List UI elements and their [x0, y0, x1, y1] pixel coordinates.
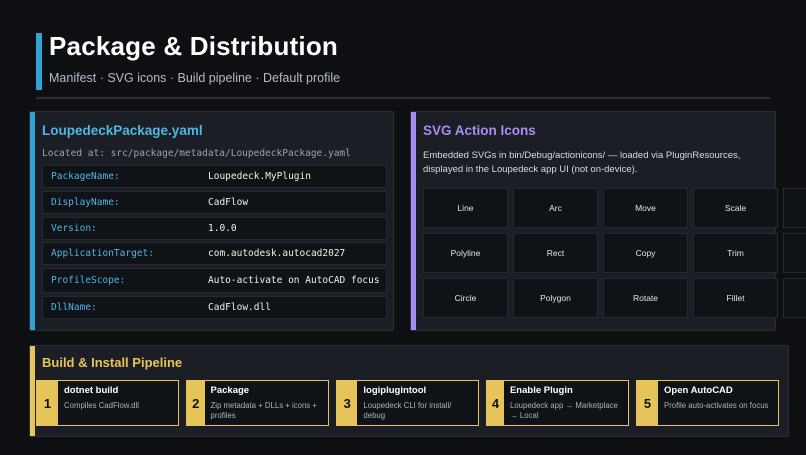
manifest-heading: LoupedeckPackage.yaml: [42, 123, 203, 138]
pipeline-step: 4 Enable Plugin Loupedeck app → Marketpl…: [486, 380, 629, 426]
icons-description: Embedded SVGs in bin/Debug/actionicons/ …: [423, 150, 741, 175]
icon-tile-polyline[interactable]: Polyline: [423, 233, 508, 273]
icons-panel: SVG Action Icons Embedded SVGs in bin/De…: [410, 111, 806, 331]
icon-tile-copy[interactable]: Copy: [603, 233, 688, 273]
manifest-value: 1.0.0: [208, 222, 237, 234]
step-number: 4: [487, 381, 504, 425]
step-title: Open AutoCAD: [664, 385, 733, 396]
icon-tile-rect[interactable]: Rect: [513, 233, 598, 273]
step-number: 1: [37, 381, 58, 425]
manifest-row: Version: 1.0.0: [42, 216, 387, 240]
icon-tile-arc[interactable]: Arc: [513, 188, 598, 228]
manifest-row: DllName: CadFlow.dll: [42, 295, 387, 319]
header-divider: [36, 97, 770, 99]
icons-accent-bar: [411, 112, 416, 330]
icon-tile-fillet[interactable]: Fillet: [693, 278, 778, 318]
step-title: logiplugintool: [363, 385, 427, 396]
page-title: Package & Distribution: [49, 31, 339, 61]
page-subtitle: Manifest · SVG icons · Build pipeline · …: [49, 71, 341, 85]
step-description: Zip metadata + DLLs + icons + profiles: [210, 401, 317, 420]
manifest-key: DisplayName:: [51, 196, 120, 208]
step-number: 5: [637, 381, 658, 425]
manifest-row: ApplicationTarget: com.autodesk.autocad2…: [42, 242, 387, 266]
pipeline-step: 1 dotnet build Compiles CadFlow.dll: [36, 380, 179, 426]
manifest-key: ApplicationTarget:: [51, 248, 154, 260]
step-title: dotnet build: [64, 385, 119, 396]
icon-tile-trim[interactable]: Trim: [693, 233, 778, 273]
icon-tile-clipped[interactable]: [783, 188, 806, 228]
step-title: Package: [210, 385, 250, 396]
manifest-row: PackageName: Loupedeck.MyPlugin: [42, 165, 387, 188]
step-number: 3: [337, 381, 358, 425]
manifest-accent-bar: [30, 112, 35, 330]
manifest-row: ProfileScope: Auto-activate on AutoCAD f…: [42, 268, 387, 294]
step-title: Enable Plugin: [509, 385, 573, 396]
manifest-value: com.autodesk.autocad2027: [208, 248, 346, 260]
icon-tile-polygon[interactable]: Polygon: [513, 278, 598, 318]
step-number: 2: [187, 381, 205, 425]
manifest-location: Located at: src/package/metadata/Loupede…: [42, 148, 351, 159]
pipeline-panel: Build & Install Pipeline 1 dotnet build …: [29, 345, 789, 437]
title-accent-bar: [36, 33, 42, 90]
manifest-value: CadFlow.dll: [208, 301, 271, 313]
manifest-key: DllName:: [51, 301, 97, 313]
step-description: Loupedeck CLI for install/ debug: [363, 401, 452, 420]
icon-tile-clipped[interactable]: [783, 233, 806, 273]
icon-tile-move[interactable]: Move: [603, 188, 688, 228]
manifest-key: Version:: [51, 222, 97, 234]
step-description: Loupedeck app → Marketplace → Local: [509, 401, 618, 420]
manifest-table: PackageName: Loupedeck.MyPlugin DisplayN…: [42, 165, 387, 322]
icon-tile-line[interactable]: Line: [423, 188, 508, 228]
icon-tile-rotate[interactable]: Rotate: [603, 278, 688, 318]
step-description: Profile auto-activates on focus: [664, 401, 769, 410]
icons-heading: SVG Action Icons: [423, 123, 536, 138]
manifest-value: CadFlow: [208, 196, 249, 208]
icon-tile-circle[interactable]: Circle: [423, 278, 508, 318]
pipeline-heading: Build & Install Pipeline: [42, 355, 183, 370]
pipeline-steps: 1 dotnet build Compiles CadFlow.dll 2 Pa…: [36, 380, 779, 426]
manifest-key: PackageName:: [51, 171, 120, 182]
manifest-value: Auto-activate on AutoCAD focus: [208, 275, 380, 287]
icon-grid: Line Arc Move Scale Polyline Rect Copy T…: [423, 188, 806, 318]
icon-tile-clipped[interactable]: [783, 278, 806, 318]
manifest-key: ProfileScope:: [51, 275, 126, 287]
icon-tile-scale[interactable]: Scale: [693, 188, 778, 228]
pipeline-step: 2 Package Zip metadata + DLLs + icons + …: [186, 380, 329, 426]
pipeline-step: 3 logiplugintool Loupedeck CLI for insta…: [336, 380, 479, 426]
manifest-panel: LoupedeckPackage.yaml Located at: src/pa…: [29, 111, 394, 331]
step-description: Compiles CadFlow.dll: [64, 401, 139, 410]
manifest-row: DisplayName: CadFlow: [42, 190, 387, 214]
pipeline-step: 5 Open AutoCAD Profile auto-activates on…: [636, 380, 779, 426]
pipeline-accent-bar: [30, 346, 35, 436]
manifest-value: Loupedeck.MyPlugin: [208, 171, 311, 182]
